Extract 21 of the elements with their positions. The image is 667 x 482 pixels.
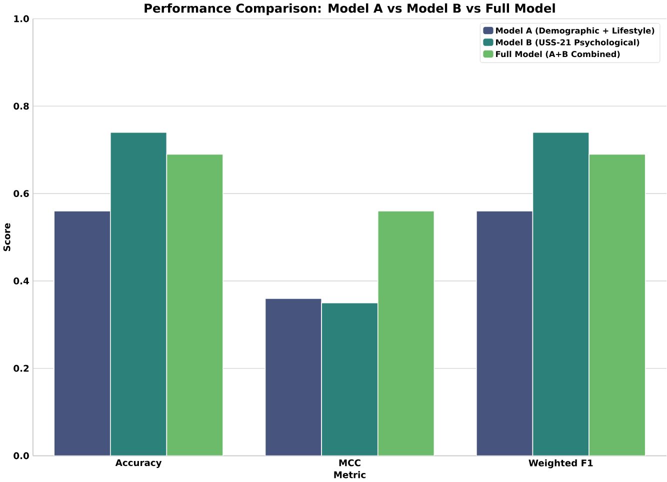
- bar: [476, 210, 534, 456]
- bar: [54, 210, 111, 456]
- bar: [166, 154, 224, 456]
- bar: [377, 210, 435, 456]
- bar: [264, 298, 322, 456]
- legend-label: Model A (Demographic + Lifestyle): [496, 28, 654, 36]
- y-tick-label: 0.8: [14, 102, 29, 110]
- legend-label: Model B (USS-21 Psychological): [496, 39, 640, 48]
- y-tick-label: 0.0: [14, 452, 29, 460]
- x-axis-title: Metric: [334, 471, 366, 478]
- x-tick-label: MCC: [339, 460, 360, 466]
- bar: [588, 154, 646, 456]
- y-tick-label: 1.0: [14, 15, 29, 22]
- x-tick-label: Accuracy: [115, 460, 162, 468]
- y-tick-label: 0.4: [14, 278, 29, 285]
- y-axis-title: Score: [3, 223, 10, 252]
- y-tick-label: 0.6: [14, 190, 29, 198]
- x-tick-label: Weighted F1: [528, 460, 593, 468]
- chart-title: Performance Comparison: Model A vs Model B vs Full Model: [144, 4, 555, 16]
- legend-label: Full Model (A+B Combined): [496, 51, 620, 58]
- y-tick-label: 0.2: [14, 365, 29, 372]
